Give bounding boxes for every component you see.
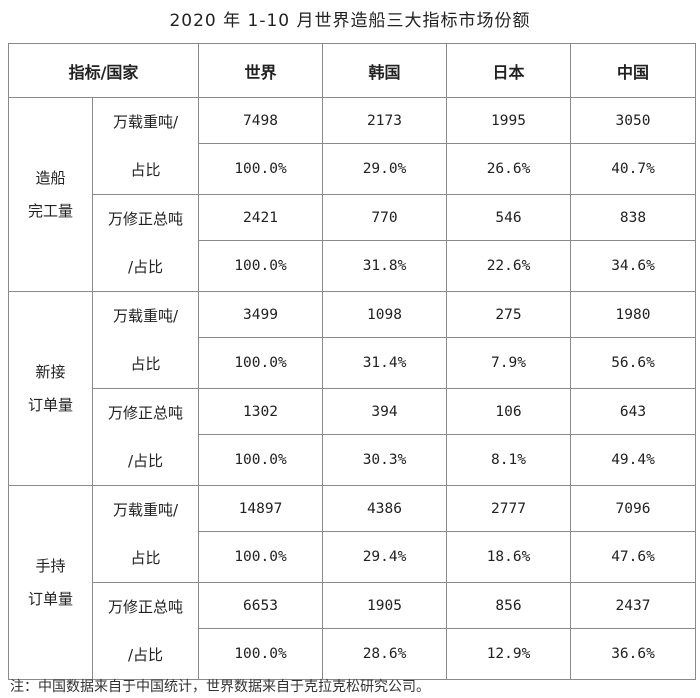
group-name-cell: 造船 完工量 — [8, 97, 93, 292]
value-cell-world: 3499 — [198, 290, 324, 339]
metric-label-cell: 万载重吨/占比 — [91, 291, 200, 389]
share-cell-japan: 18.6% — [446, 531, 572, 583]
share-cell-world: 100.0% — [198, 628, 324, 680]
value-cell-world: 7498 — [198, 96, 324, 145]
share-cell-japan: 22.6% — [446, 240, 572, 292]
value-cell-korea: 770 — [322, 193, 448, 242]
metric-label-text: 占比 — [130, 161, 161, 179]
metric-label-text: 万修正总吨 — [108, 598, 184, 616]
share-cell-japan: 8.1% — [446, 434, 572, 486]
share-cell-china: 36.6% — [570, 628, 697, 680]
value-cell-korea: 2173 — [322, 96, 448, 145]
share-cell-china: 40.7% — [570, 143, 697, 195]
value-cell-japan: 1995 — [446, 96, 572, 145]
metric-label-cell: 万修正总吨/占比 — [91, 388, 200, 486]
share-cell-china: 47.6% — [570, 531, 697, 583]
metric-label-text: /占比 — [127, 646, 164, 664]
group-name-text: 手持 — [35, 556, 66, 575]
metric-label-cell: 万修正总吨/占比 — [91, 194, 200, 292]
header-row: 指标/国家 世界 韩国 日本 中国 — [7, 43, 697, 98]
metric-label-text: /占比 — [127, 258, 164, 276]
header-china: 中国 — [570, 43, 697, 98]
share-cell-world: 100.0% — [198, 531, 324, 583]
share-cell-korea: 28.6% — [322, 628, 448, 680]
share-cell-korea: 29.4% — [322, 531, 448, 583]
table-row: 100.0% 30.3% 8.1% 49.4% — [9, 434, 697, 486]
table-row: 万修正总吨/占比 1302 394 106 643 — [9, 387, 697, 486]
value-cell-china: 7096 — [570, 484, 697, 533]
metric-label-text: 万载重吨/ — [112, 501, 179, 519]
table-title: 2020 年 1-10 月世界造船三大指标市场份额 — [169, 11, 531, 31]
share-cell-world: 100.0% — [198, 337, 324, 389]
share-cell-world: 100.0% — [198, 434, 324, 486]
share-cell-korea: 31.4% — [322, 337, 448, 389]
table-row: 100.0% 28.6% 12.9% 36.6% — [9, 628, 697, 680]
header-korea: 韩国 — [322, 43, 448, 98]
table-row: 新接 订单量 万载重吨/占比 3499 1098 275 1980 — [8, 290, 697, 486]
share-cell-china: 49.4% — [570, 434, 697, 486]
value-cell-japan: 2777 — [446, 484, 572, 533]
share-cell-japan: 7.9% — [446, 337, 572, 389]
value-cell-japan: 106 — [446, 387, 572, 436]
value-cell-world: 14897 — [198, 484, 324, 533]
header-japan: 日本 — [446, 43, 572, 98]
share-cell-china: 34.6% — [570, 240, 697, 292]
value-cell-korea: 4386 — [322, 484, 448, 533]
value-cell-korea: 1905 — [322, 581, 448, 630]
metric-label-text: 占比 — [130, 355, 161, 373]
group-name-text: 订单量 — [27, 589, 73, 608]
value-cell-china: 643 — [570, 387, 697, 436]
group-name-cell: 手持 订单量 — [8, 485, 93, 680]
metric-label-cell: 万载重吨/占比 — [91, 97, 200, 195]
value-cell-china: 3050 — [570, 96, 697, 145]
metric-label-cell: 万载重吨/占比 — [91, 485, 200, 583]
group-name-cell: 新接 订单量 — [8, 291, 93, 486]
table-row: 100.0% 29.0% 26.6% 40.7% — [9, 143, 697, 195]
group-name-text: 造船 — [35, 168, 66, 187]
value-cell-china: 1980 — [570, 290, 697, 339]
group-name-text: 新接 — [35, 362, 66, 381]
header-world: 世界 — [198, 43, 324, 98]
table-row: 造船 完工量 万载重吨/占比 7498 2173 1995 3050 — [8, 96, 697, 292]
metric-label-text: 占比 — [130, 549, 161, 567]
group-name-text: 订单量 — [27, 395, 73, 414]
group-name-text: 完工量 — [27, 201, 73, 220]
table-row: 万修正总吨/占比 6653 1905 856 2437 — [9, 581, 697, 680]
table-row: 100.0% 29.4% 18.6% 47.6% — [9, 531, 697, 583]
value-cell-japan: 856 — [446, 581, 572, 630]
share-cell-china: 56.6% — [570, 337, 697, 389]
share-cell-world: 100.0% — [198, 240, 324, 292]
value-cell-world: 2421 — [198, 193, 324, 242]
value-cell-china: 2437 — [570, 581, 697, 630]
value-cell-world: 6653 — [198, 581, 324, 630]
market-share-table: 指标/国家 世界 韩国 日本 中国 造船 完工量 万载重吨/占比 7498 2173 19… — [7, 43, 697, 680]
share-cell-world: 100.0% — [198, 143, 324, 195]
table-row: 100.0% 31.8% 22.6% 34.6% — [9, 240, 697, 292]
metric-label-text: 万载重吨/ — [112, 307, 179, 325]
value-cell-japan: 275 — [446, 290, 572, 339]
value-cell-china: 838 — [570, 193, 697, 242]
header-indicator: 指标/国家 — [7, 43, 200, 98]
metric-label-text: 万载重吨/ — [112, 113, 179, 131]
share-cell-japan: 26.6% — [446, 143, 572, 195]
table-row: 万修正总吨/占比 2421 770 546 838 — [9, 193, 697, 292]
footnote: 注：中国数据来自于中国统计，世界数据来自于克拉克松研究公司。 — [10, 679, 430, 695]
value-cell-korea: 1098 — [322, 290, 448, 339]
value-cell-world: 1302 — [198, 387, 324, 436]
metric-label-text: 万修正总吨 — [108, 404, 184, 422]
table-row: 100.0% 31.4% 7.9% 56.6% — [9, 337, 697, 389]
share-cell-korea: 29.0% — [322, 143, 448, 195]
metric-label-cell: 万修正总吨/占比 — [91, 582, 200, 680]
share-cell-japan: 12.9% — [446, 628, 572, 680]
metric-label-text: 万修正总吨 — [108, 210, 184, 228]
table-row: 手持 订单量 万载重吨/占比 14897 4386 2777 7096 — [8, 484, 697, 680]
share-cell-korea: 31.8% — [322, 240, 448, 292]
value-cell-japan: 546 — [446, 193, 572, 242]
share-cell-korea: 30.3% — [322, 434, 448, 486]
metric-label-text: /占比 — [127, 452, 164, 470]
value-cell-korea: 394 — [322, 387, 448, 436]
